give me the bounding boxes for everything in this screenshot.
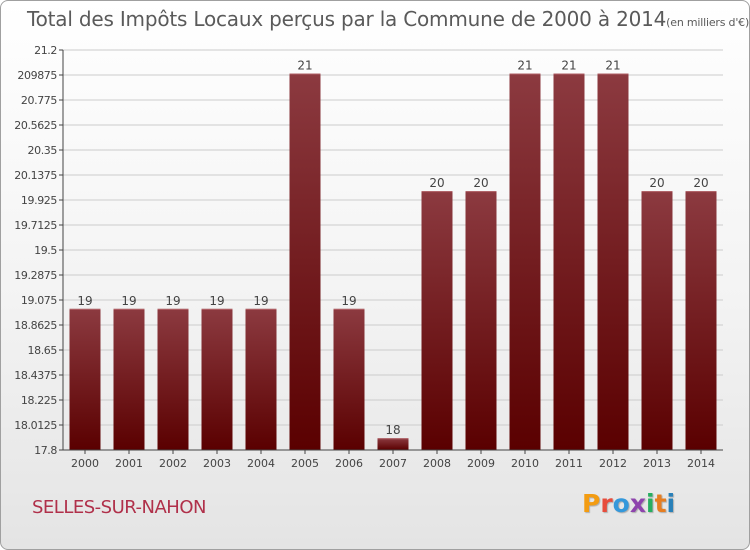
bar[interactable] xyxy=(509,73,541,450)
x-tick-label: 2008 xyxy=(423,457,451,470)
bars xyxy=(69,73,717,451)
bar[interactable] xyxy=(157,308,189,450)
bar[interactable] xyxy=(69,308,101,450)
x-tick-label: 2007 xyxy=(379,457,407,470)
data-label: 19 xyxy=(77,294,92,308)
data-label: 21 xyxy=(517,59,532,73)
bar[interactable] xyxy=(465,191,497,451)
x-tick-label: 2003 xyxy=(203,457,231,470)
x-tick-label: 2004 xyxy=(247,457,275,470)
y-tick-label: 21.2 xyxy=(34,44,57,57)
y-tick-label: 18.8625 xyxy=(14,319,57,332)
data-label: 20 xyxy=(473,176,488,190)
bar[interactable] xyxy=(553,73,585,450)
y-tick-label: 209875 xyxy=(17,69,57,82)
bar[interactable] xyxy=(685,191,717,451)
data-label: 19 xyxy=(209,294,224,308)
y-tick-label: 20.775 xyxy=(21,94,57,107)
logo-letter: o xyxy=(612,489,630,518)
logo-letter: x xyxy=(629,489,646,518)
data-label: 21 xyxy=(605,59,620,73)
x-tick-label: 2013 xyxy=(643,457,671,470)
data-label: 20 xyxy=(429,176,444,190)
x-tick-label: 2006 xyxy=(335,457,363,470)
y-tick-label: 19.075 xyxy=(21,294,57,307)
x-tick-label: 2010 xyxy=(511,457,539,470)
logo-letter: i xyxy=(646,489,655,518)
y-tick-label: 19.925 xyxy=(21,194,57,207)
logo-letter: t xyxy=(654,489,667,518)
bar[interactable] xyxy=(201,308,233,450)
data-label: 19 xyxy=(341,294,356,308)
chart-title: Total des Impôts Locaux perçus par la Co… xyxy=(27,7,749,31)
bar[interactable] xyxy=(245,308,277,450)
bar[interactable] xyxy=(377,438,409,450)
y-tick-label: 19.7125 xyxy=(14,219,57,232)
x-tick-label: 2005 xyxy=(291,457,319,470)
y-tick-label: 19.2875 xyxy=(14,269,57,282)
x-tick-label: 2001 xyxy=(115,457,143,470)
unit-note: (en milliers d'€) xyxy=(666,16,750,29)
bar[interactable] xyxy=(641,191,673,451)
data-label: 20 xyxy=(693,176,708,190)
logo-letter: P xyxy=(582,489,601,518)
x-tick-label: 2014 xyxy=(687,457,715,470)
logo-letter: r xyxy=(600,489,613,518)
proxiti-logo[interactable]: Proxiti xyxy=(582,489,675,518)
y-tick-label: 18.4375 xyxy=(14,369,57,382)
data-label: 21 xyxy=(297,59,312,73)
bar[interactable] xyxy=(333,308,365,450)
y-tick-label: 18.65 xyxy=(28,344,58,357)
data-label: 18 xyxy=(385,423,400,437)
y-tick-label: 18.225 xyxy=(21,394,57,407)
x-tick-label: 2000 xyxy=(71,457,99,470)
x-tick-label: 2002 xyxy=(159,457,187,470)
x-tick-label: 2011 xyxy=(555,457,583,470)
labels: 17.8 18.0125 18.225 18.4375 18.65 18.8625 19.0… xyxy=(14,44,715,470)
bar[interactable] xyxy=(421,191,453,451)
data-label: 21 xyxy=(561,59,576,73)
data-label: 19 xyxy=(253,294,268,308)
y-tick-label: 17.8 xyxy=(34,444,57,457)
bar[interactable] xyxy=(289,73,321,450)
x-tick-label: 2012 xyxy=(599,457,627,470)
y-tick-label: 20.5625 xyxy=(14,119,57,132)
bar[interactable] xyxy=(597,73,629,450)
y-tick-label: 19.5 xyxy=(34,244,57,257)
y-tick-label: 20.1375 xyxy=(14,169,57,182)
logo-letter: i xyxy=(666,489,676,518)
x-tick-label: 2009 xyxy=(467,457,495,470)
data-label: 19 xyxy=(165,294,180,308)
commune-name: SELLES-SUR-NAHON xyxy=(32,497,206,518)
y-tick-label: 20.35 xyxy=(28,144,58,157)
y-tick-label: 18.0125 xyxy=(14,419,57,432)
bar[interactable] xyxy=(113,308,145,450)
data-label: 20 xyxy=(649,176,664,190)
axes xyxy=(59,49,723,454)
data-label: 19 xyxy=(121,294,136,308)
title-text: Total des Impôts Locaux perçus par la Co… xyxy=(27,7,667,31)
